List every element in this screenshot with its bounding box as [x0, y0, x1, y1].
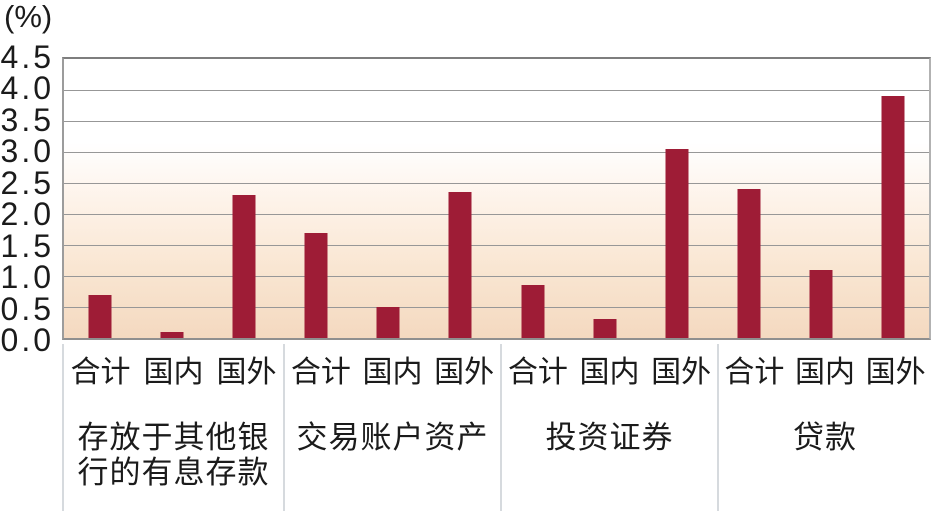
bar-存放于其他银行的有息存款-国外 — [232, 195, 256, 338]
sub-category-label: 国外 — [434, 356, 495, 389]
x-label-area: 合计 国内 国外 存放于其他银 行的有息存款 合计 国内 国外 交易账户资产 合计 国内 国外 投资证券… — [62, 344, 931, 511]
bar-贷款-合计 — [737, 189, 761, 338]
bar-存放于其他银行的有息存款-国内 — [160, 331, 184, 338]
sub-category-row: 合计 国内 国外 — [719, 354, 931, 392]
sub-category-label: 国内 — [143, 356, 204, 389]
bar-交易账户资产-国外 — [448, 192, 472, 338]
gridline — [64, 307, 929, 308]
bar-贷款-国外 — [881, 96, 905, 338]
y-tick-label: 3.0 — [0, 133, 54, 170]
gridline — [64, 152, 929, 153]
bar-投资证券-国外 — [665, 148, 689, 338]
sub-category-row: 合计 国内 国外 — [502, 354, 717, 392]
sub-category-label: 合计 — [724, 356, 785, 389]
y-tick-label: 0.5 — [0, 290, 54, 327]
y-tick-label: 4.5 — [0, 39, 54, 75]
gridline — [64, 245, 929, 246]
y-tick-label: 2.0 — [0, 196, 54, 233]
sub-category-label: 国外 — [865, 356, 926, 389]
gridline — [64, 183, 929, 184]
sub-category-row: 合计 国内 国外 — [64, 354, 283, 392]
group-cell-投资证券: 合计 国内 国外 投资证券 — [500, 344, 717, 511]
group-title: 存放于其他银 行的有息存款 — [77, 420, 270, 490]
y-tick-label: 1.5 — [0, 227, 54, 264]
gridline — [64, 276, 929, 277]
sub-category-label: 国内 — [795, 356, 855, 389]
gridline — [64, 121, 929, 122]
sub-category-label: 国外 — [651, 356, 712, 389]
bar-交易账户资产-国内 — [376, 307, 400, 338]
y-tick-label: 2.5 — [0, 164, 54, 201]
bar-交易账户资产-合计 — [304, 232, 328, 338]
sub-category-label: 国内 — [362, 356, 423, 389]
group-cell-存放于其他银行的有息存款: 合计 国内 国外存放于其他银 行的有息存款 — [62, 344, 283, 511]
sub-category-label: 合计 — [290, 356, 351, 389]
sub-category-label: 合计 — [507, 356, 568, 389]
sub-category-row: 合计 国内 国外 — [285, 354, 500, 392]
bar-投资证券-合计 — [521, 285, 545, 338]
y-tick-label: 1.0 — [0, 259, 54, 296]
gridline — [64, 90, 929, 91]
group-cell-贷款: 合计 国内 国外 贷款 — [717, 344, 931, 511]
y-tick-label: 4.0 — [0, 70, 54, 107]
group-cell-交易账户资产: 合计 国内 国外 交易账户资产 — [283, 344, 500, 511]
group-title: 交易账户资产 — [296, 420, 489, 455]
y-tick-label: 3.5 — [0, 101, 54, 138]
bar-投资证券-国内 — [593, 319, 617, 338]
plot-area — [62, 57, 931, 340]
bar-贷款-国内 — [809, 269, 833, 338]
group-title: 贷款 — [793, 420, 857, 455]
sub-category-label: 国外 — [216, 356, 277, 389]
y-axis: 4.5 4.0 3.5 3.0 2.5 2.0 1.5 1.0 0.5 0.0 — [0, 41, 54, 356]
y-tick-label: 0.0 — [0, 322, 54, 358]
sub-category-label: 合计 — [70, 356, 131, 389]
group-title: 投资证券 — [545, 420, 674, 455]
bar-存放于其他银行的有息存款-合计 — [88, 294, 112, 338]
sub-category-label: 国内 — [579, 356, 640, 389]
gridline — [64, 214, 929, 215]
y-axis-unit-label: (%) — [4, 0, 53, 34]
